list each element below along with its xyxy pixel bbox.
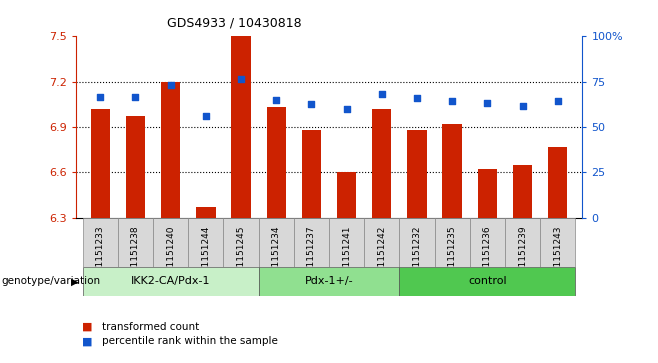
- Point: [342, 106, 352, 112]
- Text: transformed count: transformed count: [102, 322, 199, 332]
- Text: GSM1151238: GSM1151238: [131, 225, 140, 286]
- Text: GSM1151239: GSM1151239: [518, 225, 527, 286]
- Bar: [407, 130, 426, 218]
- Text: GSM1151234: GSM1151234: [272, 225, 281, 286]
- Text: control: control: [468, 276, 507, 286]
- Text: ■: ■: [82, 336, 93, 346]
- Bar: [337, 172, 356, 218]
- Text: Pdx-1+/-: Pdx-1+/-: [305, 276, 353, 286]
- Bar: [259, 267, 399, 296]
- Point: [95, 94, 105, 100]
- Bar: [399, 267, 575, 296]
- Point: [376, 91, 387, 97]
- Text: GSM1151232: GSM1151232: [413, 225, 422, 286]
- Text: ▶: ▶: [71, 276, 78, 286]
- Bar: [259, 218, 294, 267]
- Point: [412, 95, 422, 101]
- Text: GSM1151233: GSM1151233: [96, 225, 105, 286]
- Bar: [364, 218, 399, 267]
- Bar: [513, 165, 532, 218]
- Text: GSM1151241: GSM1151241: [342, 225, 351, 286]
- Bar: [470, 218, 505, 267]
- Bar: [161, 82, 180, 218]
- Text: GSM1151240: GSM1151240: [166, 225, 175, 286]
- Point: [517, 103, 528, 109]
- Bar: [442, 124, 462, 218]
- Text: genotype/variation: genotype/variation: [1, 276, 101, 286]
- Text: GSM1151235: GSM1151235: [447, 225, 457, 286]
- Bar: [478, 170, 497, 218]
- Text: GSM1151236: GSM1151236: [483, 225, 492, 286]
- Bar: [232, 36, 251, 218]
- Text: GSM1151245: GSM1151245: [236, 225, 245, 286]
- Text: GSM1151242: GSM1151242: [377, 225, 386, 286]
- Text: ■: ■: [82, 322, 93, 332]
- Point: [447, 98, 457, 104]
- Bar: [434, 218, 470, 267]
- Text: GSM1151244: GSM1151244: [201, 225, 211, 286]
- Bar: [224, 218, 259, 267]
- Text: IKK2-CA/Pdx-1: IKK2-CA/Pdx-1: [131, 276, 211, 286]
- Bar: [153, 218, 188, 267]
- Point: [236, 76, 246, 82]
- Point: [306, 101, 316, 107]
- Bar: [294, 218, 329, 267]
- Bar: [126, 117, 145, 218]
- Bar: [196, 207, 216, 218]
- Bar: [372, 109, 392, 218]
- Text: percentile rank within the sample: percentile rank within the sample: [102, 336, 278, 346]
- Point: [130, 94, 141, 100]
- Bar: [83, 218, 118, 267]
- Bar: [399, 218, 434, 267]
- Bar: [329, 218, 364, 267]
- Point: [271, 97, 282, 103]
- Point: [201, 114, 211, 119]
- Bar: [188, 218, 224, 267]
- Point: [482, 100, 493, 106]
- Text: GSM1151243: GSM1151243: [553, 225, 562, 286]
- Bar: [118, 218, 153, 267]
- Point: [553, 98, 563, 104]
- Point: [165, 82, 176, 87]
- Text: GSM1151237: GSM1151237: [307, 225, 316, 286]
- Bar: [302, 130, 321, 218]
- Text: GDS4933 / 10430818: GDS4933 / 10430818: [167, 16, 301, 29]
- Bar: [83, 267, 259, 296]
- Bar: [91, 109, 110, 218]
- Bar: [266, 107, 286, 218]
- Bar: [505, 218, 540, 267]
- Bar: [540, 218, 575, 267]
- Bar: [548, 147, 567, 218]
